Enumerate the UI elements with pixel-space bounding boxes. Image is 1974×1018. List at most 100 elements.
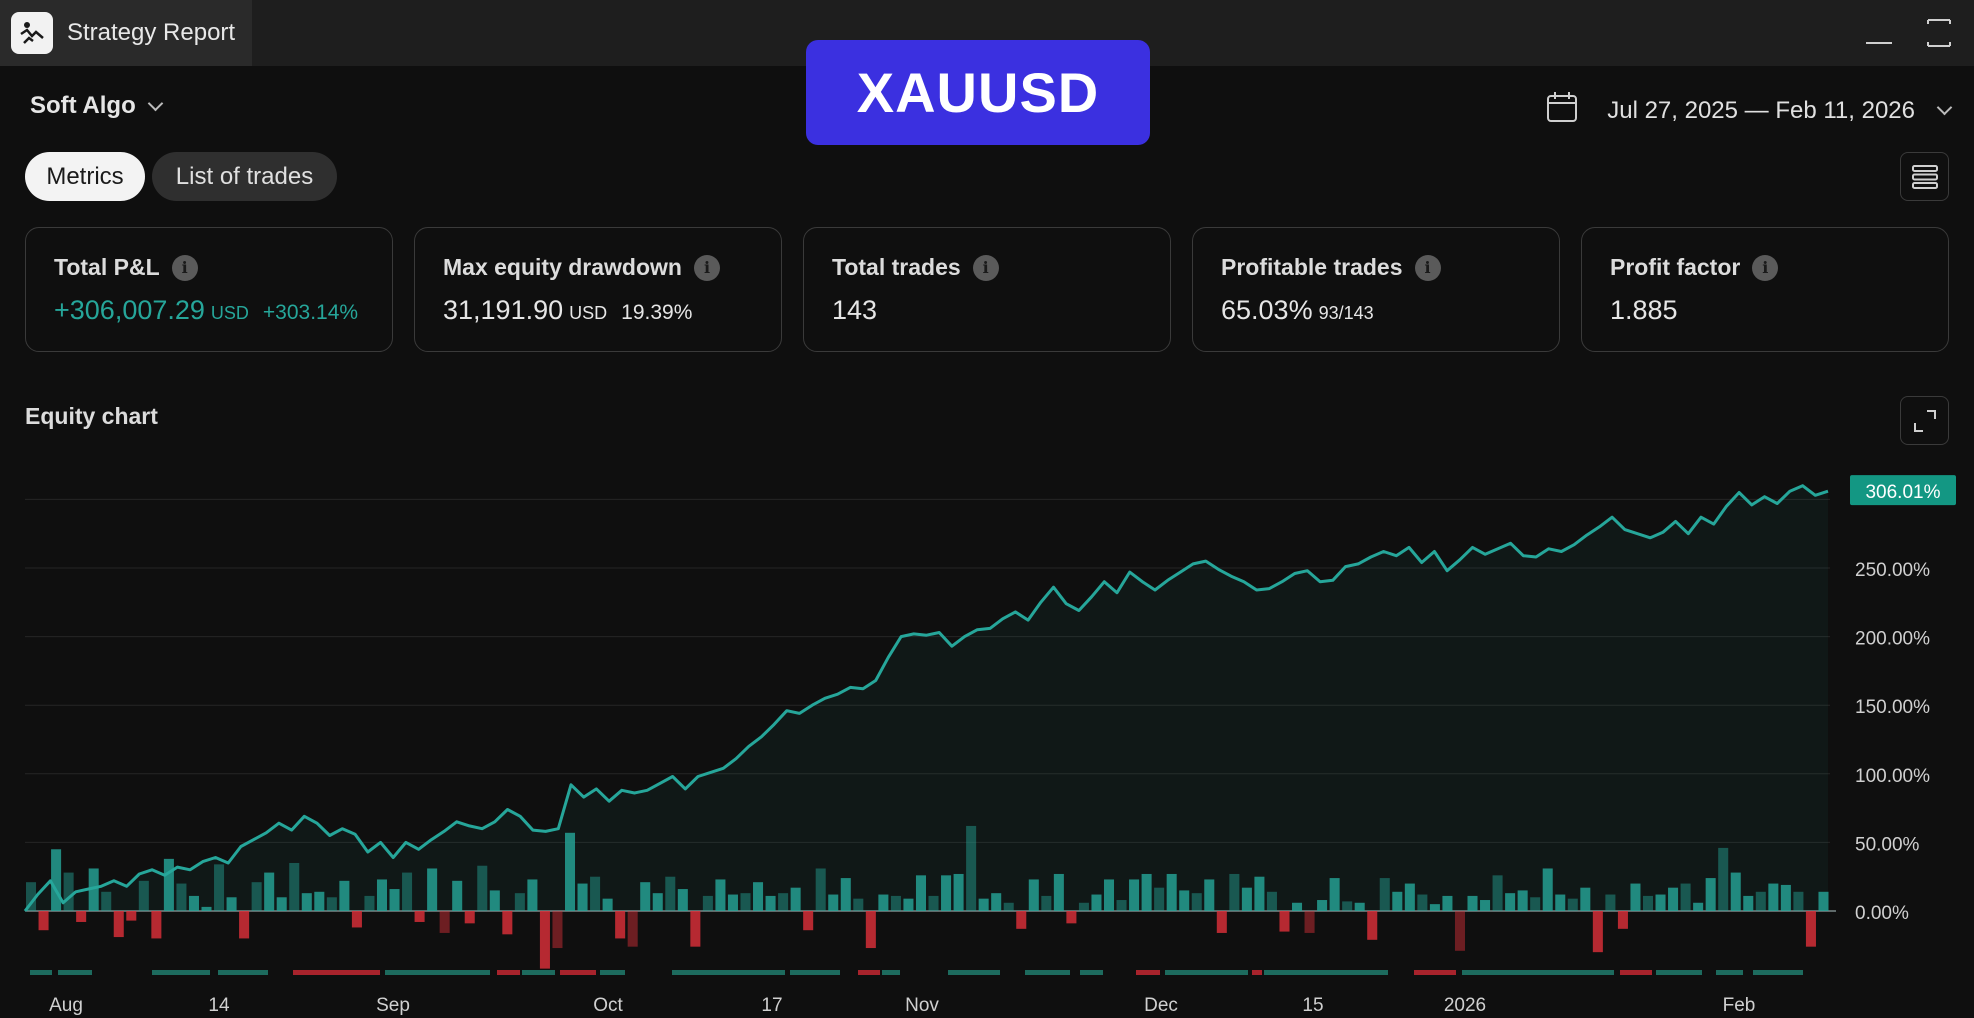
trade-bar bbox=[903, 898, 914, 911]
trade-bar bbox=[1066, 911, 1077, 924]
run-segment bbox=[1414, 970, 1456, 975]
trade-bar bbox=[376, 879, 388, 911]
trade-bar bbox=[1442, 895, 1453, 911]
trade-bar bbox=[201, 906, 212, 911]
window-tab[interactable]: Strategy Report bbox=[0, 0, 252, 66]
trade-bar bbox=[778, 893, 789, 911]
trade-bar bbox=[991, 893, 1002, 911]
equity-chart[interactable]: 0.00% 50.00% 100.00% 150.00% 200.00% 250.00% A… bbox=[0, 455, 1974, 1018]
trade-bar bbox=[1154, 887, 1165, 911]
symbol-badge: XAUUSD bbox=[806, 40, 1150, 145]
trade-bar bbox=[865, 911, 876, 949]
trade-bar bbox=[1655, 894, 1666, 911]
trade-bar bbox=[1028, 879, 1039, 911]
trade-bar bbox=[464, 911, 475, 924]
run-segment bbox=[600, 970, 625, 975]
run-segment bbox=[293, 970, 380, 975]
trade-bar bbox=[1805, 911, 1816, 947]
x-tick-label: Feb bbox=[1723, 995, 1756, 1016]
layout-menu-button[interactable] bbox=[1900, 152, 1949, 201]
trade-bar bbox=[414, 911, 425, 922]
maximize-button[interactable] bbox=[1922, 16, 1956, 50]
trade-bar bbox=[1642, 895, 1654, 911]
trade-bar bbox=[1780, 884, 1791, 911]
trade-bar bbox=[101, 891, 112, 911]
trade-bar bbox=[1768, 883, 1779, 911]
y-tick-label: 200.00% bbox=[1855, 629, 1930, 650]
trade-bar bbox=[76, 911, 87, 922]
trade-bar bbox=[1793, 891, 1804, 911]
info-icon[interactable]: i bbox=[171, 254, 198, 281]
trade-bar bbox=[226, 897, 237, 911]
trade-bar bbox=[602, 898, 613, 911]
x-tick-label: 2026 bbox=[1444, 995, 1486, 1016]
y-tick-label: 0.00% bbox=[1855, 903, 1909, 924]
minimize-button[interactable] bbox=[1862, 16, 1896, 50]
trade-bar bbox=[289, 862, 300, 911]
trade-bar bbox=[765, 895, 776, 911]
metric-value: 31,191.90 bbox=[443, 295, 564, 325]
metric-title: Max equity drawdown bbox=[443, 254, 682, 280]
metric-value: 65.03% bbox=[1221, 295, 1313, 325]
trade-bar bbox=[1818, 891, 1829, 911]
run-segment bbox=[1716, 970, 1743, 975]
run-segment bbox=[30, 970, 52, 975]
expand-chart-button[interactable] bbox=[1900, 396, 1949, 445]
trade-bar bbox=[1718, 847, 1729, 911]
date-range-selector[interactable]: Jul 27, 2025 — Feb 11, 2026 bbox=[1545, 90, 1953, 131]
trade-bar bbox=[1216, 911, 1227, 933]
trade-bar bbox=[552, 911, 563, 949]
info-icon[interactable]: i bbox=[1414, 254, 1441, 281]
metric-unit: USD bbox=[210, 303, 249, 323]
date-range-label: Jul 27, 2025 — Feb 11, 2026 bbox=[1607, 96, 1915, 124]
trade-bar bbox=[665, 876, 676, 911]
trade-bar bbox=[1755, 891, 1766, 911]
run-segment bbox=[560, 970, 596, 975]
metric-sub: 93/143 bbox=[1318, 303, 1374, 323]
trade-bar bbox=[439, 911, 450, 933]
trade-bar bbox=[1279, 911, 1290, 932]
info-icon[interactable]: i bbox=[1752, 254, 1779, 281]
trade-bar bbox=[326, 897, 337, 911]
trade-bar bbox=[1467, 895, 1478, 911]
trade-bar bbox=[489, 890, 500, 911]
trade-bar bbox=[715, 879, 726, 911]
run-segment bbox=[790, 970, 840, 975]
tab-metrics[interactable]: Metrics bbox=[25, 152, 145, 201]
trade-bar bbox=[452, 880, 463, 911]
trade-bar bbox=[1542, 868, 1553, 911]
trade-bar bbox=[815, 868, 826, 911]
trade-bar bbox=[188, 895, 199, 911]
chevron-down-icon bbox=[1936, 99, 1953, 116]
strategy-name: Soft Algo bbox=[30, 92, 136, 119]
metric-value: 143 bbox=[832, 295, 878, 325]
trade-bar bbox=[1229, 873, 1240, 911]
strategy-selector[interactable]: Soft Algo bbox=[30, 92, 164, 120]
trade-bar bbox=[1103, 879, 1115, 911]
trade-bar bbox=[966, 825, 977, 911]
run-segment bbox=[152, 970, 210, 975]
trade-bar bbox=[1367, 911, 1378, 940]
run-segment bbox=[1264, 970, 1388, 975]
trade-bar bbox=[1379, 878, 1390, 911]
trade-bar bbox=[1179, 890, 1190, 911]
info-icon[interactable]: i bbox=[972, 254, 999, 281]
trade-bar bbox=[301, 893, 312, 911]
y-tick-label: 250.00% bbox=[1855, 560, 1930, 581]
tab-list-of-trades[interactable]: List of trades bbox=[152, 152, 337, 201]
run-segment bbox=[1136, 970, 1160, 975]
trade-bar bbox=[176, 883, 187, 911]
trade-bar bbox=[1605, 894, 1616, 911]
trade-bar bbox=[740, 893, 751, 911]
trade-bar bbox=[1492, 875, 1503, 911]
trade-bar bbox=[351, 911, 362, 928]
trade-bar bbox=[1141, 873, 1152, 911]
trade-bar bbox=[915, 875, 926, 911]
info-icon[interactable]: i bbox=[693, 254, 720, 281]
equity-chart-title: Equity chart bbox=[25, 403, 158, 429]
metric-card-profit-factor: Profit factor i 1.885 bbox=[1581, 227, 1949, 352]
trade-bar bbox=[790, 887, 801, 911]
trade-bar bbox=[1266, 891, 1277, 911]
trade-bar bbox=[928, 895, 939, 911]
trade-bar bbox=[652, 893, 663, 911]
